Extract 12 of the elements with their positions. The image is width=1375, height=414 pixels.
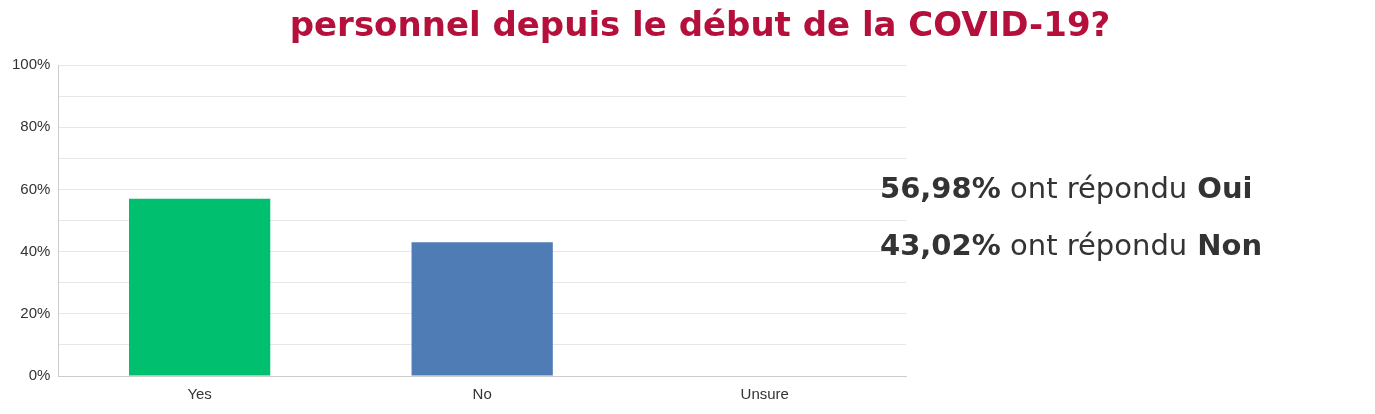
x-tick-label: Unsure <box>740 385 789 403</box>
y-tick-label: 100% <box>11 55 51 73</box>
chart-title: personnel depuis le début de la COVID-19? <box>288 4 1112 44</box>
y-tick-label: 40% <box>20 241 51 259</box>
annotation: 43,02% ont répondu Non <box>880 228 1263 262</box>
y-tick-label: 60% <box>20 179 51 197</box>
y-tick-label: 20% <box>20 303 51 321</box>
x-tick-label: Yes <box>187 385 212 403</box>
y-tick-label: 0% <box>28 366 51 384</box>
y-tick-label: 80% <box>20 117 51 135</box>
annotation: 56,98% ont répondu Oui <box>880 171 1253 205</box>
x-tick-label: No <box>472 385 492 403</box>
